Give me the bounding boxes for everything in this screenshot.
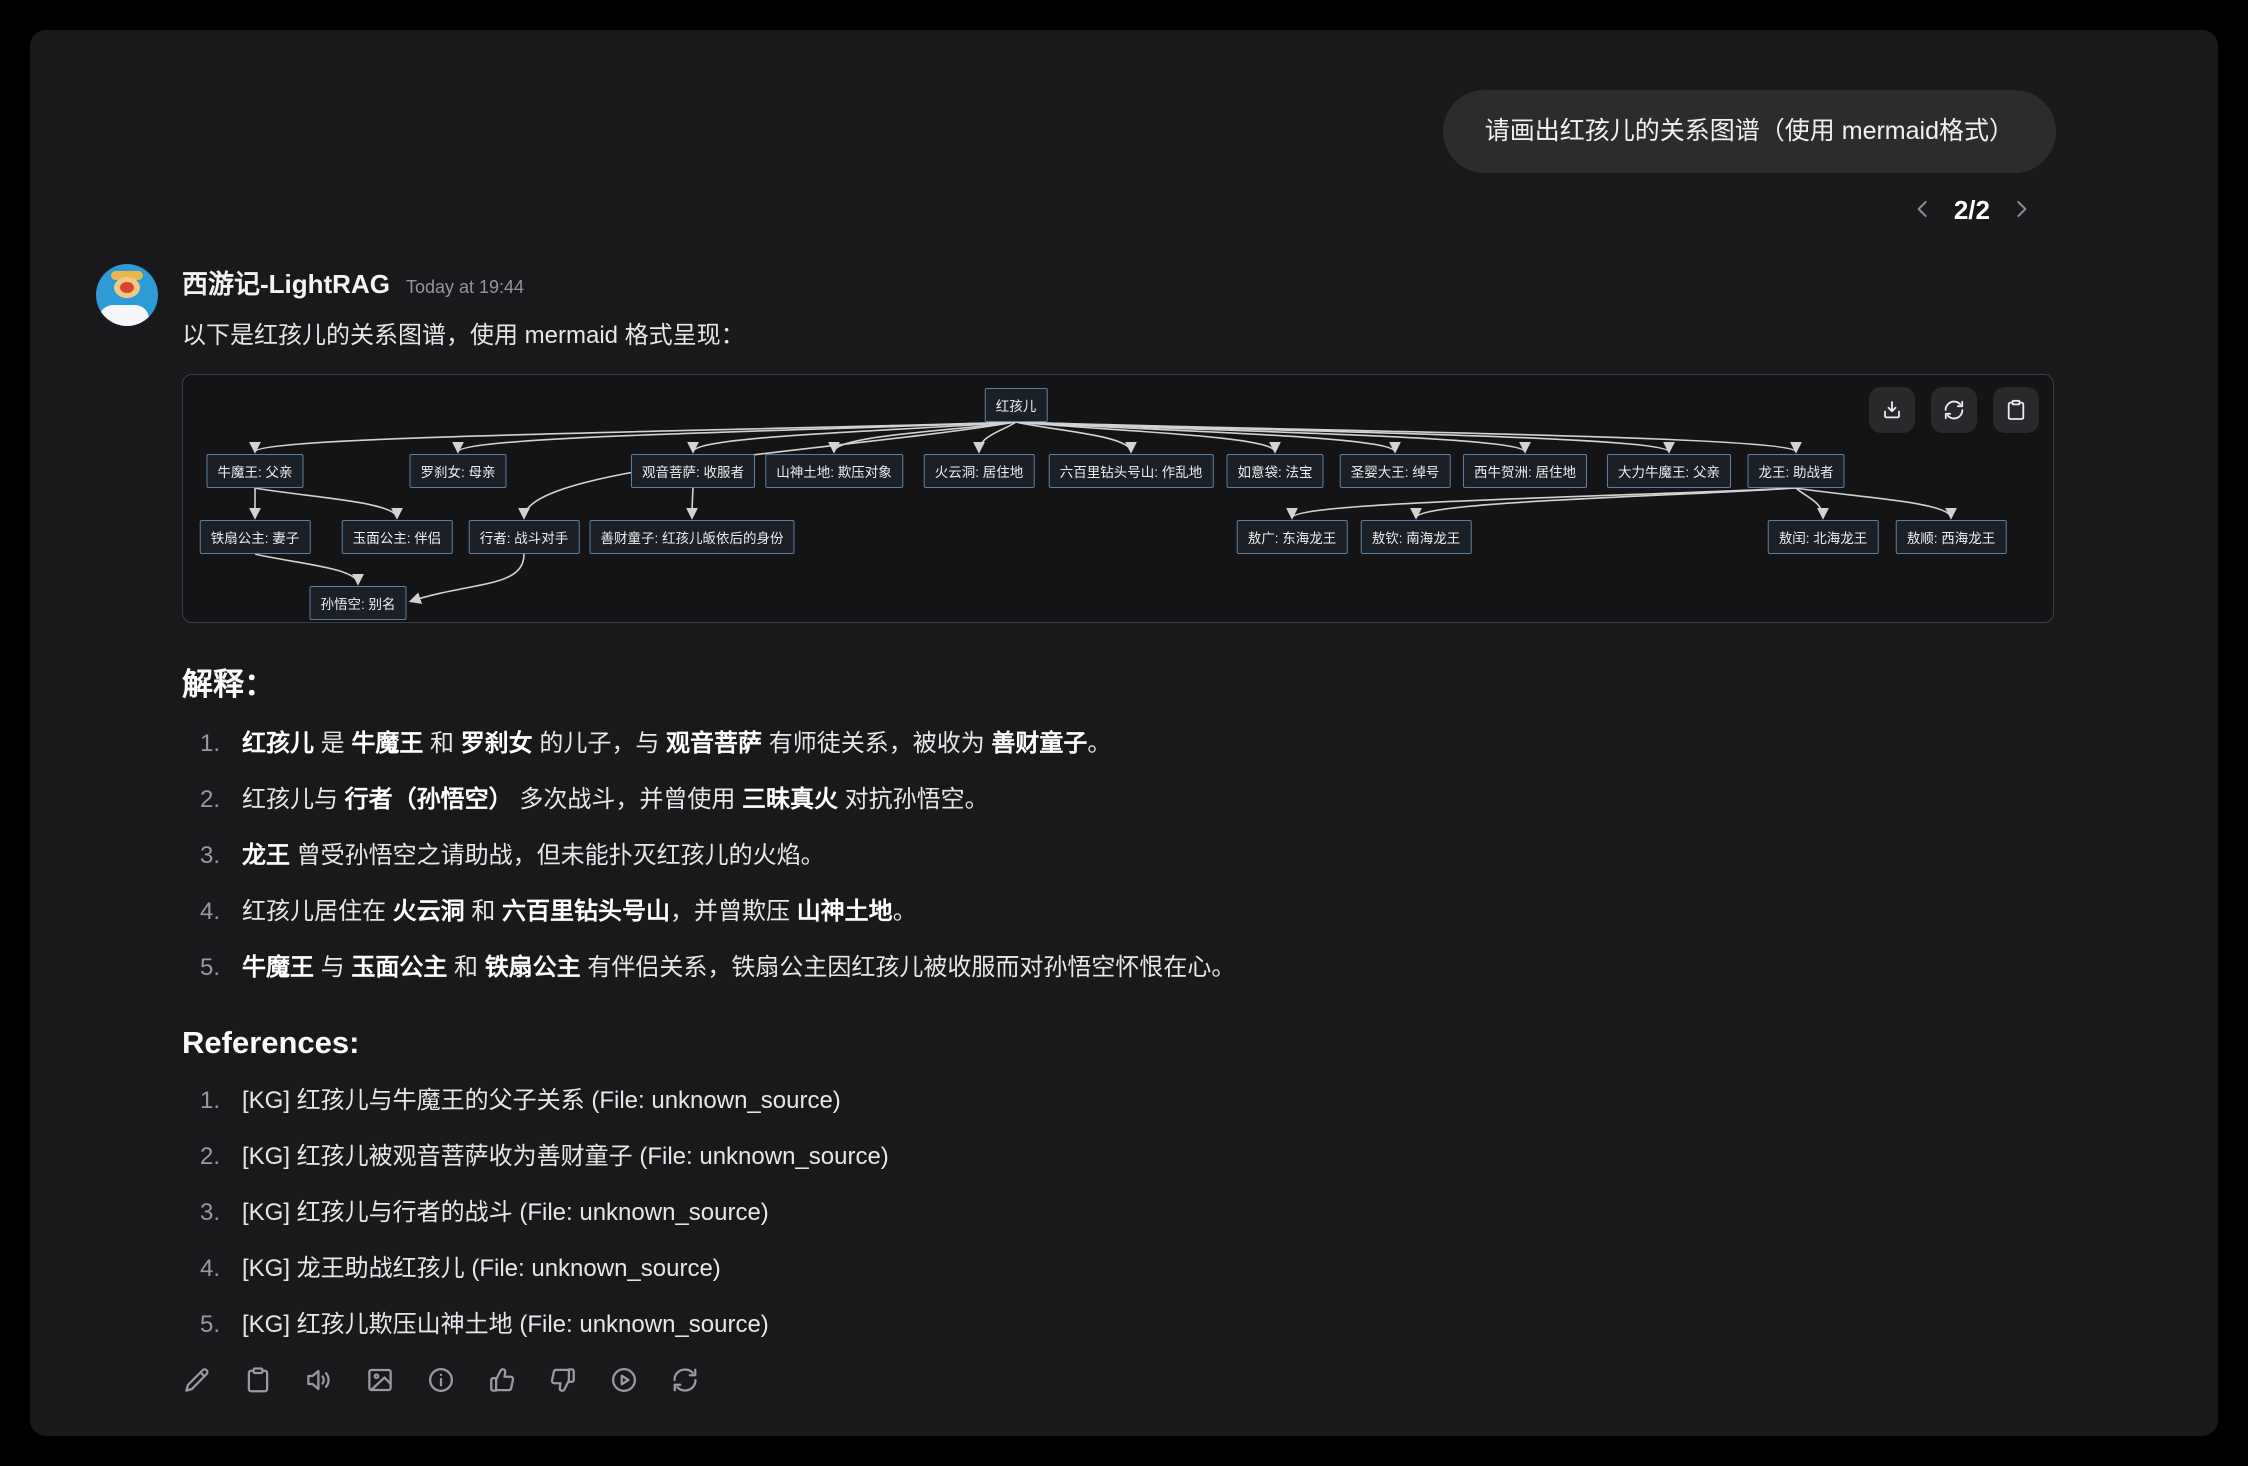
avatar-headband-shape — [111, 271, 143, 280]
graph-node-aoshun: 敖顺: 西海龙王 — [1895, 520, 2007, 554]
graph-node-shanshen: 山神土地: 欺压对象 — [765, 454, 903, 488]
message-header: 西游记-LightRAG Today at 19:44 — [182, 264, 2054, 301]
graph-node-xingzhe: 行者: 战斗对手 — [468, 520, 580, 554]
explanation-item-1: 红孩儿 是 牛魔王 和 罗刹女 的儿子，与 观音菩萨 有师徒关系，被收为 善财童… — [200, 728, 1112, 759]
references-heading: References: — [182, 1025, 360, 1060]
graph-node-guanyin: 观音菩萨: 收服者 — [630, 454, 756, 488]
action-thumbs-down-button[interactable] — [548, 1365, 578, 1395]
graph-edge-honghaier-ruyidai — [1015, 421, 1281, 454]
explanation-item-2: 红孩儿与 行者（孙悟空） 多次战斗，并曾使用 三昧真火 对抗孙悟空。 — [200, 784, 989, 815]
graph-node-dali: 大力牛魔王: 父亲 — [1606, 454, 1732, 488]
prev-page-button[interactable] — [1908, 196, 1938, 226]
graph-node-honghaier: 红孩儿 — [984, 388, 1048, 422]
play-icon — [612, 1368, 636, 1392]
reference-item-3: [KG] 红孩儿与行者的战斗 (File: unknown_source) — [200, 1197, 769, 1228]
action-play-button[interactable] — [609, 1365, 639, 1395]
graph-node-aoguang: 敖广: 东海龙王 — [1236, 520, 1348, 554]
graph-node-liubaili: 六百里钻头号山: 作乱地 — [1048, 454, 1214, 488]
graph-node-yumian: 玉面公主: 伴侣 — [341, 520, 453, 554]
explanation-heading: 解释： — [182, 667, 275, 702]
download-icon — [1884, 401, 1900, 419]
action-regenerate-button[interactable] — [670, 1365, 700, 1395]
graph-edge-honghaier-shanshen — [828, 421, 1017, 454]
diagram-refresh-button[interactable] — [1931, 387, 1977, 433]
graph-node-shengying: 圣婴大王: 绰号 — [1339, 454, 1451, 488]
graph-edge-honghaier-guanyin — [687, 421, 1017, 454]
info-icon — [429, 1368, 453, 1392]
edit-icon — [185, 1368, 209, 1392]
bot-name[interactable]: 西游记-LightRAG — [182, 269, 390, 299]
reference-item-2: [KG] 红孩儿被观音菩萨收为善财童子 (File: unknown_sourc… — [200, 1141, 889, 1172]
graph-edge-longwang-aorun — [1795, 487, 1829, 520]
diagram-clipboard-button[interactable] — [1993, 387, 2039, 433]
user-message-row: 请画出红孩儿的关系图谱（使用 mermaid格式） — [30, 30, 2218, 173]
graph-edge-longwang-aoguang — [1286, 487, 1797, 520]
reference-item-1: [KG] 红孩儿与牛魔王的父子关系 (File: unknown_source) — [200, 1085, 841, 1116]
graph-edge-longwang-aoshun — [1795, 487, 1957, 520]
graph-edge-honghaier-huoyundong — [973, 421, 1017, 454]
explanation-item-3: 龙王 曾受孙悟空之请助战，但未能扑灭红孩儿的火焰。 — [200, 840, 825, 871]
diagram-toolbar — [1869, 387, 2039, 433]
refresh-icon — [1944, 400, 1964, 420]
image-icon — [368, 1368, 392, 1392]
graph-node-xiniuhezhou: 西牛贺洲: 居住地 — [1462, 454, 1588, 488]
graph-edges — [249, 421, 1957, 604]
reference-item-5: [KG] 红孩儿欺压山神土地 (File: unknown_source) — [200, 1309, 769, 1340]
chevron-left-icon — [1917, 200, 1927, 218]
speaker-icon — [307, 1369, 330, 1391]
graph-edge-honghaier-niumowang — [249, 421, 1017, 454]
graph-edge-xingzhe-sunwukong — [408, 553, 525, 604]
graph-node-aoqin: 敖钦: 南海龙王 — [1360, 520, 1472, 554]
message-actions — [182, 1365, 2054, 1395]
next-page-button[interactable] — [2006, 196, 2036, 226]
clipboard-icon — [2007, 399, 2025, 420]
response-pagination: 2/2 — [30, 173, 2218, 226]
action-thumbs-up-button[interactable] — [487, 1365, 517, 1395]
chevron-right-icon — [2017, 200, 2027, 218]
graph-node-sunwukong: 孙悟空: 别名 — [309, 586, 407, 620]
references-list: [KG] 红孩儿与牛魔王的父子关系 (File: unknown_source)… — [182, 1085, 2054, 1340]
graph-node-tieshan: 铁扇公主: 妻子 — [199, 520, 311, 554]
graph-node-huoyundong: 火云洞: 居住地 — [923, 454, 1035, 488]
diagram-download-button[interactable] — [1869, 387, 1915, 433]
message-timestamp: Today at 19:44 — [405, 277, 525, 297]
bot-avatar[interactable] — [96, 264, 158, 326]
action-copy-button[interactable] — [243, 1365, 273, 1395]
action-image-button[interactable] — [365, 1365, 395, 1395]
user-message-bubble: 请画出红孩儿的关系图谱（使用 mermaid格式） — [1442, 90, 2056, 173]
page-indicator: 2/2 — [1953, 195, 1990, 225]
copy-icon — [247, 1367, 269, 1393]
explanation-item-5: 牛魔王 与 玉面公主 和 铁扇公主 有伴侣关系，铁扇公主因红孩儿被收服而对孙悟空… — [200, 952, 1236, 983]
graph-edge-longwang-aoqin — [1410, 487, 1797, 520]
graph-edge-honghaier-longwang — [1015, 421, 1802, 454]
thumbs-up-icon — [490, 1368, 515, 1392]
graph-edge-honghaier-luochanv — [452, 421, 1017, 454]
regenerate-icon — [673, 1368, 697, 1392]
graph-node-luochanv: 罗刹女: 母亲 — [409, 454, 507, 488]
explanation-list: 红孩儿 是 牛魔王 和 罗刹女 的儿子，与 观音菩萨 有师徒关系，被收为 善财童… — [182, 728, 2054, 983]
graph-node-aorun: 敖闰: 北海龙王 — [1767, 520, 1879, 554]
graph-node-longwang: 龙王: 助战者 — [1747, 454, 1845, 488]
action-speaker-button[interactable] — [304, 1365, 334, 1395]
action-info-button[interactable] — [426, 1365, 456, 1395]
bot-message: 西游记-LightRAG Today at 19:44 以下是红孩儿的关系图谱，… — [30, 226, 2218, 1395]
reference-item-4: [KG] 龙王助战红孩儿 (File: unknown_source) — [200, 1253, 721, 1284]
graph-node-ruyidai: 如意袋: 法宝 — [1226, 454, 1324, 488]
message-body: 西游记-LightRAG Today at 19:44 以下是红孩儿的关系图谱，… — [182, 264, 2054, 1395]
app-window: 请画出红孩儿的关系图谱（使用 mermaid格式） 2/2 西游记-LightR… — [30, 30, 2218, 1436]
avatar-mouth-shape — [120, 282, 134, 293]
avatar-cloud-shape — [99, 305, 149, 326]
action-edit-button[interactable] — [182, 1365, 212, 1395]
mermaid-diagram: 红孩儿牛魔王: 父亲 罗刹女: 母亲 观音菩萨: 收服者 山神土地: 欺压对象 火云洞:… — [182, 374, 2054, 623]
graph-edge-guanyin-shancai — [686, 487, 699, 520]
message-intro-text: 以下是红孩儿的关系图谱，使用 mermaid 格式呈现： — [182, 322, 745, 349]
graph-node-shancai: 善财童子: 红孩儿皈依后的身份 — [589, 520, 795, 554]
graph-edge-tieshan-sunwukong — [254, 553, 364, 586]
graph-node-niumowang: 牛魔王: 父亲 — [206, 454, 304, 488]
thumbs-down-icon — [550, 1368, 575, 1392]
graph-edge-honghaier-shengying — [1015, 421, 1401, 454]
explanation-item-4: 红孩儿居住在 火云洞 和 六百里钻头号山，并曾欺压 山神土地。 — [200, 896, 917, 927]
graph-edge-niumowang-yumian — [254, 487, 403, 520]
graph-edge-honghaier-liubaili — [1015, 421, 1137, 454]
